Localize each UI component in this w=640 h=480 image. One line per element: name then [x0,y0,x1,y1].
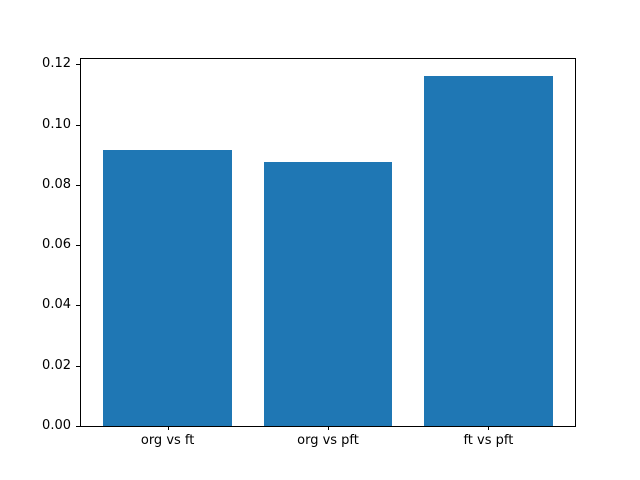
x-tick-label: org vs ft [140,433,195,448]
bar-ft-vs-pft [424,76,553,426]
y-tick-label: 0.04 [42,297,71,313]
y-tick-mark [76,305,80,307]
x-tick-label: org vs pft [297,433,359,448]
y-tick-label: 0.08 [42,176,71,192]
y-tick-label: 0.06 [42,237,71,253]
y-tick-label: 0.00 [42,418,71,433]
y-tick-mark [76,124,80,126]
y-tick-mark [76,64,80,66]
bar-org-vs-pft [263,162,393,426]
x-tick-mark [328,426,329,430]
x-tick-label: ft vs pft [463,433,514,448]
y-tick-label: 0.12 [42,56,71,72]
x-tick-mark [167,426,169,430]
y-tick-label: 0.10 [42,116,71,132]
y-tick-mark [76,184,80,186]
bar-org-vs-ft [103,150,232,426]
y-tick-label: 0.02 [42,357,71,373]
y-tick-mark [76,245,80,247]
x-tick-mark [488,426,490,430]
plot-area: 0.00 0.02 0.04 0.06 0.08 0.10 0.12 org vs ft or… [42,57,576,448]
y-tick-mark [76,365,80,367]
y-tick-mark [76,426,80,427]
